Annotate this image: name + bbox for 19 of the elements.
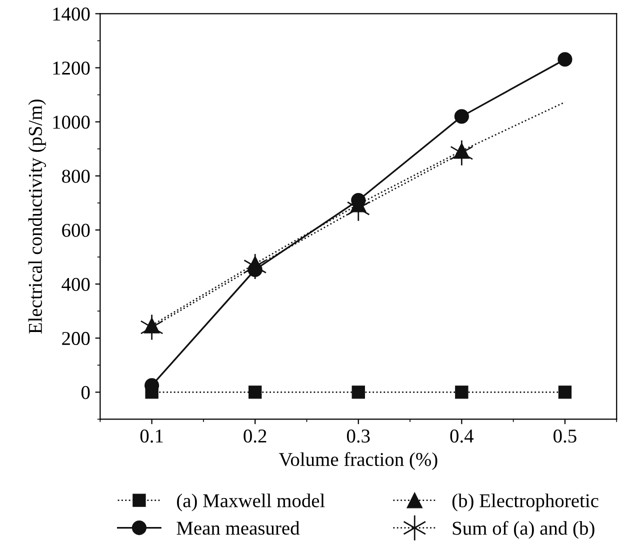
y-tick-label: 1200 <box>53 62 90 75</box>
x-tick-label: 0.2 <box>244 430 266 443</box>
y-tick-label: 0 <box>81 386 90 400</box>
legend-label: Mean measured <box>176 521 300 535</box>
x-axis-title: Volume fraction (%) <box>278 452 438 470</box>
legend-label: (a) Maxwell model <box>177 494 325 512</box>
x-tick-label: 0.4 <box>450 430 474 443</box>
legend-label: (b) Electrophoretic <box>452 494 598 512</box>
y-tick-label: 800 <box>62 170 90 183</box>
x-tick-label: 0.5 <box>554 430 576 443</box>
y-tick-label: 200 <box>62 332 90 346</box>
y-tick-label: 600 <box>62 224 90 237</box>
x-tick-label: 0.3 <box>346 430 370 443</box>
y-tick-label: 1400 <box>53 8 90 21</box>
x-tick-label: 0.1 <box>140 430 163 443</box>
y-tick-label: 1000 <box>53 116 90 129</box>
y-axis-title: Electrical conductivity (pS/m) <box>28 100 46 334</box>
y-tick-label: 400 <box>62 278 90 291</box>
legend-label: Sum of (a) and (b) <box>452 520 594 539</box>
